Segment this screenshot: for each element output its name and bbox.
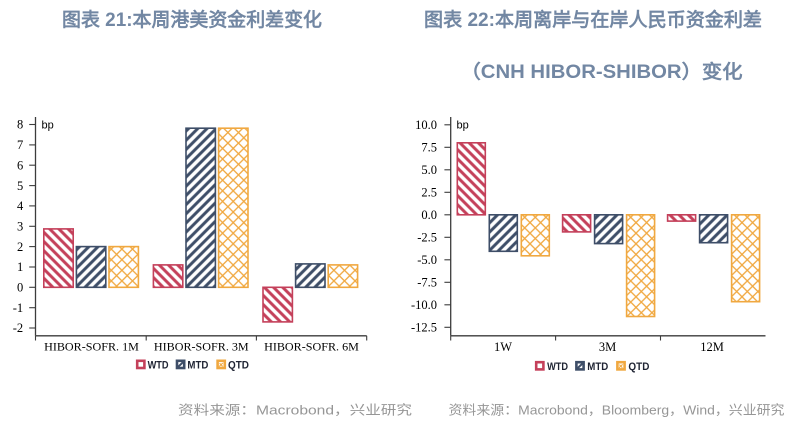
svg-text:7.5: 7.5 xyxy=(421,141,437,155)
svg-text:bp: bp xyxy=(457,120,469,132)
svg-text:QTD: QTD xyxy=(628,361,649,373)
svg-text:HIBOR-SOFR. 6M: HIBOR-SOFR. 6M xyxy=(264,340,359,354)
svg-text:图表 21:本周港美资金利差变化: 图表 21:本周港美资金利差变化 xyxy=(62,8,322,31)
svg-text:MTD: MTD xyxy=(187,360,208,372)
svg-text:6: 6 xyxy=(17,158,23,172)
svg-text:5.0: 5.0 xyxy=(421,163,437,177)
svg-text:0.0: 0.0 xyxy=(421,208,437,222)
svg-text:-2: -2 xyxy=(13,321,23,335)
svg-text:12M: 12M xyxy=(700,340,724,354)
svg-text:资料来源：Macrobond，Bloomberg，Wind，: 资料来源：Macrobond，Bloomberg，Wind，兴业研究 xyxy=(449,403,785,418)
svg-text:MTD: MTD xyxy=(587,361,608,373)
svg-text:-2.5: -2.5 xyxy=(417,231,437,245)
svg-text:3M: 3M xyxy=(599,340,616,354)
svg-text:7: 7 xyxy=(17,138,23,152)
svg-text:5: 5 xyxy=(17,179,23,193)
svg-text:10.0: 10.0 xyxy=(415,118,437,132)
svg-text:（CNH HIBOR-SHIBOR）变化: （CNH HIBOR-SHIBOR）变化 xyxy=(461,60,743,83)
svg-text:0: 0 xyxy=(17,281,23,295)
svg-text:资料来源：Macrobond，兴业研究: 资料来源：Macrobond，兴业研究 xyxy=(178,403,412,418)
svg-text:-7.5: -7.5 xyxy=(417,276,437,290)
svg-text:2.5: 2.5 xyxy=(421,186,437,200)
svg-text:-10.0: -10.0 xyxy=(411,298,437,312)
svg-text:1: 1 xyxy=(17,260,23,274)
svg-text:3: 3 xyxy=(17,220,23,234)
svg-text:QTD: QTD xyxy=(228,360,249,372)
svg-text:8: 8 xyxy=(17,118,23,132)
svg-text:图表 22:本周离岸与在岸人民币资金利差: 图表 22:本周离岸与在岸人民币资金利差 xyxy=(424,8,762,31)
svg-text:-5.0: -5.0 xyxy=(417,253,437,267)
svg-text:4: 4 xyxy=(17,199,24,213)
svg-text:2: 2 xyxy=(17,240,23,254)
svg-text:WTD: WTD xyxy=(148,360,169,372)
svg-text:HIBOR-SOFR. 1M: HIBOR-SOFR. 1M xyxy=(44,340,139,354)
svg-text:HIBOR-SOFR. 3M: HIBOR-SOFR. 3M xyxy=(154,340,249,354)
svg-text:1W: 1W xyxy=(494,340,512,354)
svg-text:bp: bp xyxy=(42,120,54,132)
svg-text:WTD: WTD xyxy=(547,361,568,373)
svg-text:-1: -1 xyxy=(13,301,23,315)
svg-text:-12.5: -12.5 xyxy=(411,321,437,335)
